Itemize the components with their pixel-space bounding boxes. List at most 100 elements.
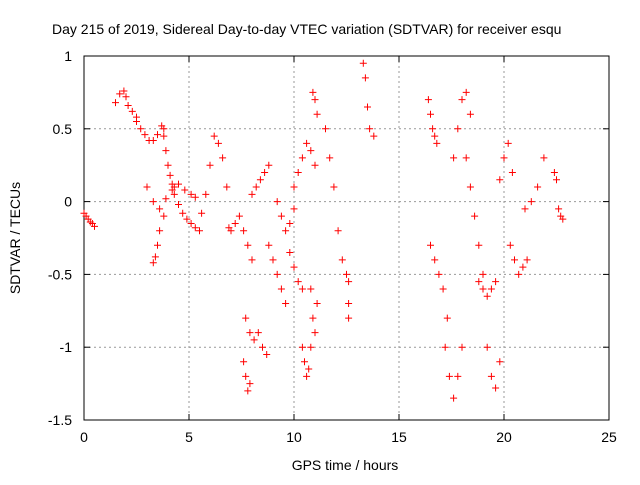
data-point <box>435 270 443 278</box>
data-point <box>475 241 483 249</box>
data-point <box>361 74 369 82</box>
data-point <box>450 394 458 402</box>
data-point <box>443 314 451 322</box>
data-point <box>364 103 371 111</box>
data-point <box>187 219 195 227</box>
data-point <box>334 227 342 235</box>
data-point <box>160 125 168 133</box>
data-point <box>273 198 281 206</box>
x-axis-label: GPS time / hours <box>292 457 399 473</box>
data-point <box>322 125 329 133</box>
data-point <box>265 161 273 169</box>
data-point <box>483 343 491 351</box>
data-point <box>515 270 523 278</box>
data-point <box>496 176 504 184</box>
data-point <box>311 329 319 337</box>
data-point <box>313 110 321 118</box>
x-tick-label: 25 <box>601 429 617 445</box>
data-point <box>191 224 199 232</box>
data-point <box>450 154 458 162</box>
data-point <box>429 125 437 133</box>
data-point <box>559 215 567 223</box>
data-point <box>242 372 250 380</box>
data-point <box>326 154 334 162</box>
data-point <box>298 154 306 162</box>
data-point <box>120 87 128 95</box>
data-point <box>162 147 170 155</box>
data-point <box>160 132 168 140</box>
data-point <box>487 285 495 293</box>
x-tick-label: 10 <box>286 429 302 445</box>
data-point <box>112 99 119 107</box>
data-point <box>166 171 174 179</box>
data-point <box>263 350 271 358</box>
data-point <box>128 107 136 115</box>
data-point <box>282 300 290 308</box>
data-point <box>479 270 487 278</box>
data-point <box>521 205 529 213</box>
data-point <box>286 249 294 257</box>
data-point <box>122 93 130 101</box>
data-point <box>290 205 298 213</box>
data-point <box>508 168 516 176</box>
data-point <box>151 253 159 261</box>
data-point <box>427 241 434 249</box>
data-point <box>504 139 512 147</box>
data-point <box>175 201 182 209</box>
data-point <box>492 384 500 392</box>
data-point <box>290 263 298 271</box>
data-point <box>454 372 462 380</box>
data-point <box>487 372 495 380</box>
data-point <box>183 215 191 223</box>
data-point <box>439 285 447 293</box>
y-tick-label: -0.5 <box>48 266 72 282</box>
data-point <box>309 314 317 322</box>
data-point <box>210 132 218 140</box>
data-point <box>137 125 145 133</box>
data-point <box>550 168 558 176</box>
grid-layer <box>84 56 609 420</box>
data-point <box>290 183 298 191</box>
data-point <box>506 241 514 249</box>
y-tick-label: -1 <box>60 339 73 355</box>
data-point <box>265 241 273 249</box>
data-point <box>248 256 256 264</box>
data-point <box>303 139 311 147</box>
data-point <box>149 259 157 267</box>
data-point <box>187 190 195 198</box>
data-point <box>500 154 508 162</box>
data-point <box>244 241 252 249</box>
data-point <box>534 183 542 191</box>
data-point <box>496 358 504 366</box>
data-point <box>160 212 168 220</box>
data-point <box>240 358 248 366</box>
data-point <box>149 136 157 144</box>
data-point <box>156 205 164 213</box>
data-point <box>343 270 350 278</box>
data-point <box>431 256 439 264</box>
data-point <box>454 125 462 133</box>
data-point <box>116 90 124 98</box>
data-point <box>219 154 227 162</box>
data-point <box>462 88 470 96</box>
data-point <box>168 186 176 194</box>
data-point <box>231 219 239 227</box>
data-point <box>252 183 260 191</box>
data-point <box>330 183 338 191</box>
data-point <box>475 278 483 286</box>
data-point <box>345 314 353 322</box>
data-point <box>162 195 170 203</box>
data-point <box>261 168 269 176</box>
data-point <box>277 212 285 220</box>
data-point <box>313 300 321 308</box>
data-point <box>305 365 313 373</box>
data-point <box>301 358 308 366</box>
y-axis-label: SDTVAR / TECUs <box>7 182 23 294</box>
data-point <box>540 154 548 162</box>
data-point <box>366 125 374 133</box>
data-point <box>154 241 161 249</box>
data-point <box>441 343 449 351</box>
data-point <box>154 131 161 139</box>
data-point <box>124 102 132 110</box>
